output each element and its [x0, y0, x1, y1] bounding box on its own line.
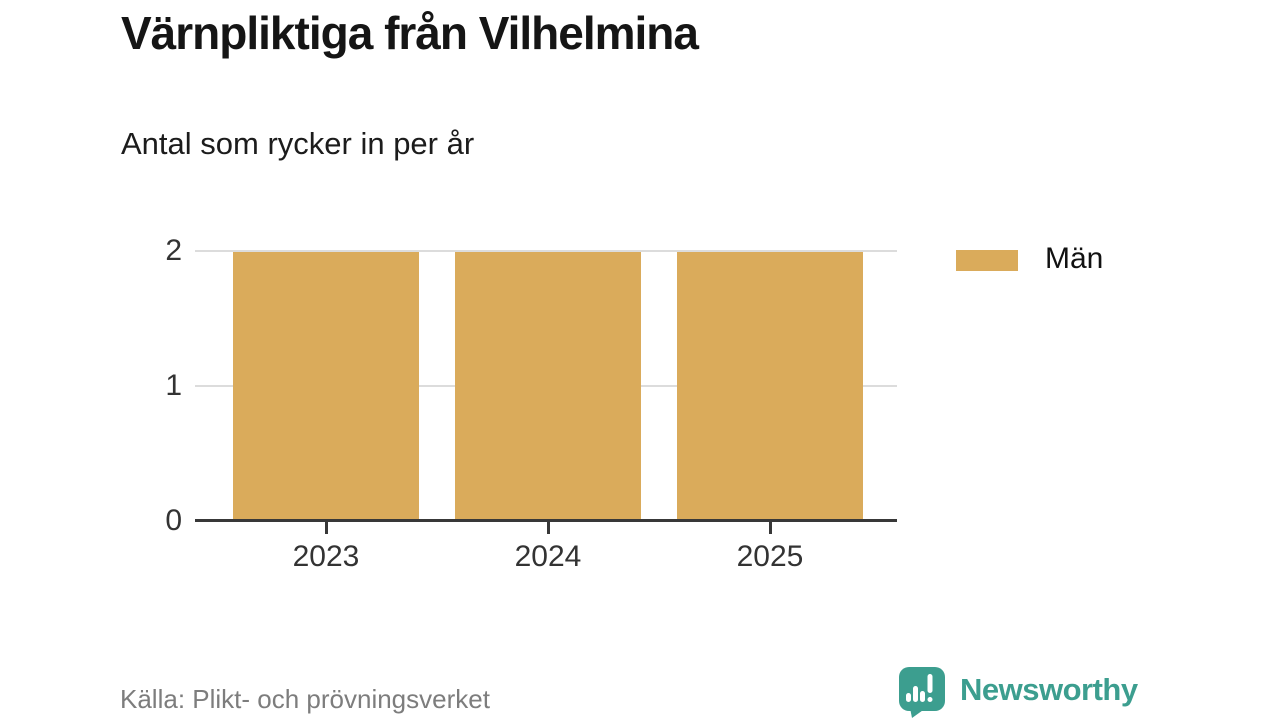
bar-2023: [233, 252, 419, 519]
legend-swatch-man: [956, 250, 1018, 271]
x-axis-line: [195, 519, 897, 522]
brand-wordmark: Newsworthy: [960, 672, 1138, 707]
x-tick-label: 2023: [292, 540, 360, 573]
newsworthy-logo-icon: [898, 666, 946, 720]
y-tick-label: 1: [165, 369, 182, 402]
y-axis: 0 1 2: [120, 234, 182, 537]
y-tick-label: 2: [165, 234, 182, 267]
x-tick: [546, 522, 550, 534]
chart-subtitle: Antal som rycker in per år: [121, 126, 475, 161]
y-tick-label: 0: [165, 504, 182, 537]
x-tick: [768, 522, 772, 534]
x-tick: [324, 522, 328, 534]
chart-title: Värnpliktiga från Vilhelmina: [121, 7, 699, 59]
x-tick-label: 2025: [736, 540, 804, 573]
gridline: [195, 250, 897, 252]
plot-area: 2023 2024 2025: [195, 250, 897, 573]
source-attribution: Källa: Plikt- och prövningsverket: [120, 684, 490, 714]
bar-2025: [677, 252, 863, 519]
x-tick-label: 2024: [514, 540, 582, 573]
bar-2024: [455, 252, 641, 519]
legend-label-man: Män: [1045, 242, 1104, 275]
